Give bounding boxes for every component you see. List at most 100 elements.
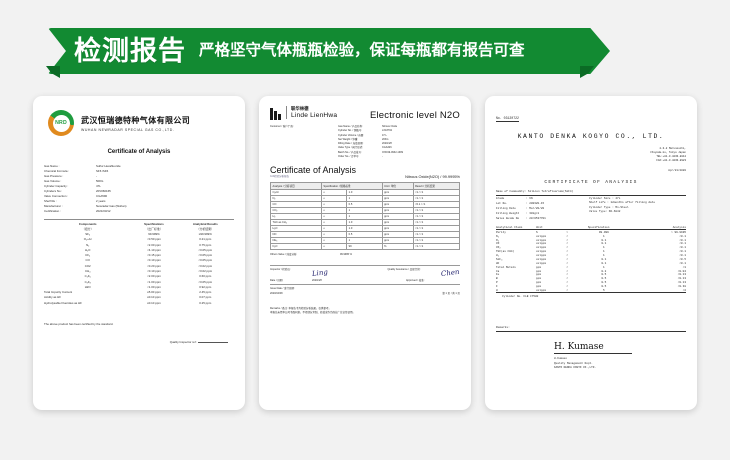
cell-spec: <1.00 ppm [147,279,161,284]
cell-result: ≥99.999% [198,232,212,237]
certificate-card-linde[interactable]: 联华林德 Linde LienHwa Electronic level N2O … [259,96,471,410]
product-line: Nitrous Oxide(N2O) / 99.9995% [405,173,460,179]
banner-title: 检测报告 [74,35,186,66]
cell-spec: 99.999 [598,230,609,234]
cell-item: O₂ [496,238,500,242]
cell-spec: <0.20 ppm [147,263,161,268]
product-title: Electronic level N2O [369,110,460,121]
field-label: Gas Name : [44,164,60,168]
cell-spec: 0.1 [601,242,607,246]
table-row: CO volppm <0.1 <0.1 [496,242,686,246]
cell-item: CO [496,242,500,246]
cell-item: H [496,288,498,292]
lot-info: Grade: 6N Lot No.: 200320-15 Filling Dat… [496,197,686,221]
field-row: Sales Guide No: 20/0537701 [496,217,584,221]
certificate-gallery: NRD 武汉恒瑞德特种气体有限公司 WUHAN NEWRADAR SPECIAL… [0,96,730,414]
cell-result: <0.1 [679,238,686,242]
field-label: Net Weight / 净重: [338,137,359,141]
divider [554,353,632,355]
linde-logo-icon [270,108,281,120]
cell-spec: 0.5 [601,285,607,289]
table-row: CO₂ volppm <1 <0.1 [496,246,686,250]
footer-note: The above product has been certified by … [44,321,114,326]
column-header: Specification / 规格标准 [320,181,383,190]
field-row: Valve Connection : CGA590 [44,194,234,199]
certificate-card-nrd[interactable]: NRD 武汉恒瑞德特种气体有限公司 WUHAN NEWRADAR SPECIAL… [33,96,245,410]
field-value: : 30kg×1 [526,211,540,215]
cell-component: O₂+Ar [83,237,92,242]
field-value: Sulfur Hexafluoride [96,164,121,168]
cell-result: <0.13 [677,281,686,285]
table-row-summary: Acidity as HF ≤0.10 ppm 0.07 ppm [44,295,234,300]
field-value: 2020/4/8 [382,142,392,145]
cell-result: 0.92 ppm [199,284,212,289]
field-row: Cylinder Capacity : 47L [44,184,234,189]
table-row: THC(as CH4) volppm <1 <0.1 [496,250,686,254]
cell-result: <0.1 [679,242,686,246]
table-row: NO ≤0.5 ppm <1 / <1 [270,230,461,238]
cell-item: SiF₄ [496,257,503,261]
cell-spec: 0.1 [601,238,607,242]
field-label: Inspector / 检验员: [270,267,291,271]
cell-component: C₃F₈ [84,279,91,284]
cell-result: <1 [682,265,686,269]
field-label: Grade [496,197,505,201]
company-address: 2-3-2 Marunouchi, Chiyoda-ku, Tokyo Japa… [496,147,686,163]
cell-component: Hydrolysable Fluorides as HF [44,300,82,305]
cell-result: <2 [682,288,686,292]
field-label: Order No. / 订单号: [338,154,360,158]
field-row: Batch No. / 产品批号: OXD19-0932-1909 [338,151,460,155]
cell-spec: 99.999% [148,232,160,237]
field-row: Certification : 2021/03/12 [44,209,234,214]
certificate-card-kanto[interactable]: No. 03120722 KANTO DENKA KOGYO CO., LTD.… [485,96,697,410]
info-line: Shelf Life : 12months after filling date [589,201,656,205]
page-label: 第 1 页 / 共 1 页 [442,291,460,295]
cell-unit: ppm [536,265,541,269]
info-line: Cylinder Type : Mn-Steel [589,205,629,209]
lot-info-right: Cylinder Size : 47L Shelf Life : 12month… [589,197,686,221]
cell-spec: <0.10 ppm [147,258,161,263]
signature-block: H.Kumase Quality Management Dept. KANTO … [554,357,686,370]
table-row: O₂+Ar <0.50 ppm 0.21 ppm [44,237,234,242]
field-row: Order No. / 订单号: - [338,155,460,159]
inspector-signature-line: Quality Inspector ref : [44,338,234,345]
signer-name: H.Kumase [554,357,567,361]
field-row: Gas Name / 产品名称: Nitrous Oxide [338,125,460,129]
cell-item: F [496,285,498,289]
field-row: Cylinders No : 20V060165 [44,189,234,194]
cell-unit: volppm [536,234,546,238]
field-value: OXD19-0932-1909 [382,150,403,154]
cell-result: 0.25 ppm [199,300,212,305]
field-value: : 6N [526,197,533,201]
cell-component: C₂F₆ [84,274,91,279]
cell-spec: 0.5 [601,281,607,285]
field-label: Shelf life : [44,199,57,203]
field-row: Filling Date / 充填日期: 2020/4/8 [338,142,460,146]
analysis-table: Analysis / 分析项目 Specification / 规格标准 Uni… [270,181,461,250]
cell-component: CF₄ [85,253,91,258]
cell-result: > 99.9995 [671,230,686,234]
field-value: 2020/4/8 [312,278,322,282]
column-header-cn: （分析结果） [196,226,214,231]
cell-spec: 1 [603,254,605,258]
cell-item: CO₂ [496,246,501,250]
header-fields: Gas Name / 产品名称: Nitrous Oxide Cylinder N… [338,125,460,159]
table-row: H2O <1.00 ppm 0.92 ppm [44,284,234,289]
column-header: Result / 分析结果 [412,181,461,190]
table-row: CO2 <0.20 ppm <0.02 ppm [44,263,234,268]
certificate-title-cn: C/A检验分析报告 [270,175,290,178]
field-label: Cylinder No. / 钢瓶号: [338,129,363,133]
cell-result: <0.05 ppm [198,247,213,252]
cell-component: N₂ [86,242,90,247]
field-row: Manufacturer : Newradar Gas (Wuhan) [44,204,234,209]
cell-result: <0.13 [677,277,686,281]
issue-date-label: Issue Date / 发行日期: [270,287,295,291]
cell-component: H2O [84,284,91,289]
field-value: 47 L [382,133,387,137]
field-row: Filling Date: Mar/20/20 [496,207,584,211]
table-row: SiF₄ volppm <0.1 <0.5 [496,258,686,262]
field-row: Issue Date / 发行日期: [270,284,460,291]
inspector-signature: Ling [311,267,329,278]
certificate-title: CERTIFICATE OF ANALYSIS [544,180,638,186]
